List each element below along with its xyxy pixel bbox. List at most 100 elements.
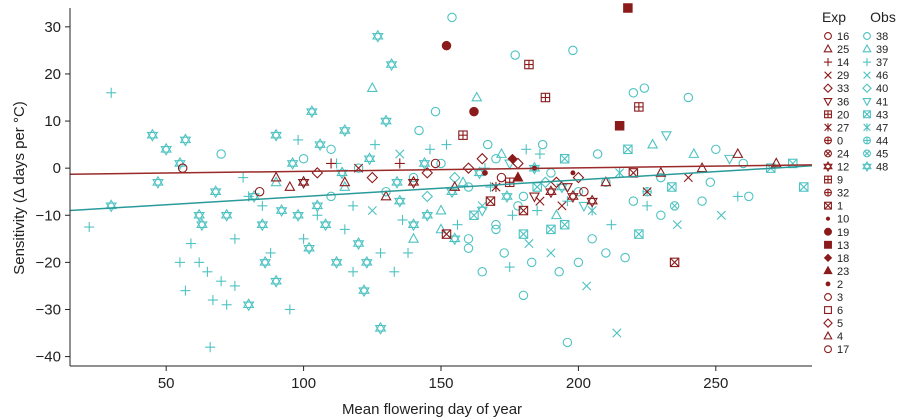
data-point-obs-108 — [667, 182, 677, 192]
trend-lines — [69, 164, 813, 212]
legend-marker-obs-41 — [862, 97, 872, 107]
data-point-obs-177 — [193, 208, 205, 222]
data-point-obs-116 — [724, 154, 736, 165]
data-point-obs-152 — [312, 210, 323, 221]
data-point-obs-100 — [623, 144, 633, 155]
legend-marker-exp-18 — [823, 253, 833, 263]
data-point-obs-53 — [393, 194, 406, 208]
legend-marker-exp-2 — [825, 281, 831, 287]
legend-marker-exp-4 — [823, 330, 833, 340]
legend-label-exp-12: 12 — [837, 162, 849, 174]
data-point-obs-91 — [578, 201, 590, 213]
axes: 50 100 150 200 250 −40 −30 −20 −10 0 10 20 30 — [36, 8, 812, 392]
legend-marker-exp-10 — [825, 216, 831, 221]
legend-marker-exp-32 — [824, 188, 832, 197]
data-point-obs-17 — [220, 208, 233, 222]
legend-label-obs-43: 43 — [876, 109, 888, 121]
data-point-exp-39 — [586, 194, 598, 208]
data-point-exp-17 — [449, 180, 461, 191]
data-point-exp-52 — [512, 171, 524, 182]
data-point-obs-180 — [435, 223, 447, 234]
legend-marker-exp-1 — [824, 201, 832, 210]
data-point-obs-33 — [298, 233, 309, 244]
data-point-obs-123 — [353, 163, 364, 173]
legend-marker-obs-39 — [862, 43, 872, 53]
data-point-obs-107 — [660, 131, 672, 142]
legend-marker-exp-25 — [823, 43, 833, 53]
legend-marker-exp-0 — [824, 136, 832, 145]
legend-marker-exp-12 — [823, 160, 833, 173]
data-point-obs-46 — [366, 81, 378, 92]
data-point-exp-27 — [518, 205, 529, 216]
data-point-obs-72 — [495, 147, 508, 158]
data-point-obs-20 — [229, 280, 240, 291]
legend-label-exp-17: 17 — [837, 344, 849, 356]
data-point-exp-56 — [482, 170, 488, 176]
data-point-obs-84 — [546, 248, 556, 258]
data-point-obs-171 — [473, 166, 486, 180]
data-point-obs-55 — [407, 218, 420, 232]
data-point-obs-77 — [518, 290, 529, 301]
legend-label-exp-19: 19 — [837, 227, 849, 239]
series-exp — [177, 3, 782, 268]
data-point-obs-47 — [371, 29, 384, 43]
data-point-exp-37 — [572, 171, 585, 184]
legend-label-obs-44: 44 — [876, 135, 888, 147]
legend-marker-exp-24 — [824, 149, 832, 158]
data-point-obs-60 — [441, 139, 452, 150]
data-point-obs-42 — [348, 266, 359, 277]
legend-marker-exp-17 — [824, 345, 832, 354]
data-point-obs-14 — [207, 295, 218, 306]
series-obs — [84, 12, 809, 353]
data-point-obs-86 — [554, 267, 564, 277]
x-tick-label-150: 150 — [428, 375, 453, 392]
legend-marker-exp-9 — [824, 175, 832, 184]
legend-label-exp-16: 16 — [837, 31, 849, 43]
data-point-obs-148 — [615, 167, 625, 178]
data-point-exp-12 — [407, 175, 420, 189]
data-point-obs-37 — [319, 218, 332, 232]
data-point-exp-41 — [614, 121, 625, 131]
data-point-obs-0 — [106, 87, 117, 98]
x-tick-label-100: 100 — [291, 375, 316, 392]
legend-label-exp-18: 18 — [837, 253, 849, 265]
data-point-exp-44 — [634, 102, 644, 112]
data-point-obs-52 — [389, 266, 400, 277]
data-point-obs-140 — [395, 149, 405, 159]
trend-line-exp — [69, 164, 813, 176]
data-point-exp-22 — [485, 196, 496, 206]
data-point-obs-11 — [194, 257, 205, 268]
data-point-obs-97 — [612, 328, 622, 338]
data-point-exp-14 — [430, 158, 441, 169]
legend-label-obs-45: 45 — [876, 148, 888, 160]
data-point-obs-129 — [518, 191, 529, 202]
data-point-obs-57 — [421, 208, 434, 222]
data-point-exp-40 — [600, 176, 612, 187]
data-point-obs-64 — [463, 243, 474, 253]
data-point-obs-151 — [293, 134, 304, 145]
data-point-obs-41 — [339, 123, 351, 138]
data-point-obs-4 — [160, 142, 172, 156]
legend-marker-exp-19 — [824, 227, 832, 236]
data-point-obs-112 — [697, 196, 707, 206]
data-point-exp-10 — [380, 190, 392, 201]
legend-marker-obs-46 — [863, 71, 871, 79]
legend-header-obs: Obs — [870, 9, 896, 25]
data-point-obs-3 — [146, 128, 159, 142]
y-tick-label--10: −10 — [36, 207, 61, 224]
legend-marker-obs-37 — [862, 58, 872, 67]
data-point-obs-66 — [471, 91, 483, 102]
legend-label-obs-37: 37 — [876, 57, 888, 69]
y-tick-label--40: −40 — [36, 349, 61, 366]
legend-label-exp-32: 32 — [837, 188, 849, 200]
legend-marker-obs-45 — [863, 149, 871, 158]
plot-marks — [84, 3, 809, 353]
data-point-exp-29 — [528, 192, 540, 203]
data-point-obs-39 — [330, 255, 343, 269]
data-point-obs-166 — [336, 166, 348, 180]
data-point-obs-88 — [562, 337, 573, 348]
data-point-exp-28 — [524, 59, 534, 70]
data-point-obs-29 — [270, 128, 282, 142]
data-point-obs-94 — [592, 149, 603, 159]
